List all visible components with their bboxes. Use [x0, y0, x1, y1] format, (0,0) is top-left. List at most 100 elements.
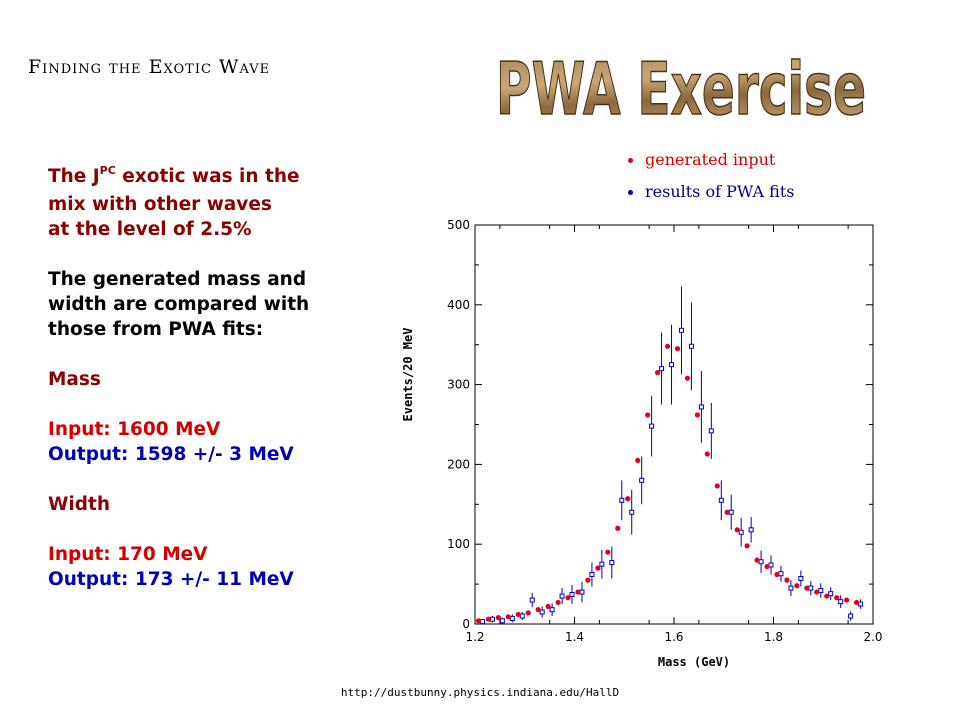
y-axis-label: Events/20 MeV	[401, 328, 415, 422]
text-block: The JPC exotic was in the mix with other…	[48, 158, 378, 592]
mass-input: Input: 1600 MeV	[48, 419, 221, 440]
x-tick-label: 2.0	[863, 630, 882, 644]
generated-point	[844, 597, 850, 603]
legend-item-generated: generated input	[628, 150, 794, 182]
generated-point	[724, 509, 730, 515]
slide-subtitle: Finding the Exotic Wave	[28, 56, 271, 78]
fit-point	[698, 404, 704, 410]
width-output: Output: 173 +/- 11 MeV	[48, 569, 294, 590]
fit-point	[798, 576, 804, 582]
generated-point	[824, 593, 830, 599]
fit-point	[718, 497, 724, 503]
mass-distribution-chart: 1.2 1.4 1.6 1.8 2.0 0 100 200 300 400 500 Mass (GeV…	[401, 218, 883, 669]
legend-item-fits: results of PWA fits	[628, 182, 794, 214]
fit-point	[519, 613, 525, 619]
fit-point	[509, 615, 515, 621]
y-tick-label: 500	[447, 218, 470, 232]
y-tick-label: 400	[447, 298, 470, 312]
fit-point	[529, 597, 535, 603]
fit-point	[768, 562, 774, 568]
pwa-exercise-banner: PWA Exercise	[495, 46, 867, 124]
y-tick-label: 200	[447, 457, 470, 471]
generated-point	[714, 483, 720, 489]
generated-point	[694, 412, 700, 418]
legend-marker-generated	[628, 158, 633, 163]
generated-point	[834, 595, 840, 601]
generated-point	[654, 370, 661, 376]
generated-point	[545, 603, 551, 610]
generated-point	[625, 496, 631, 502]
generated-point	[664, 343, 671, 349]
generated-point	[635, 457, 641, 464]
y-tick-label: 100	[447, 537, 470, 551]
generated-point	[784, 577, 790, 583]
fit-point	[499, 618, 505, 624]
intro-line-1: The JPC exotic was in the	[48, 164, 300, 187]
fit-point	[549, 607, 555, 613]
fit-point	[639, 477, 645, 483]
compare-line-2: width are compared with	[48, 294, 310, 315]
generated-point	[535, 607, 541, 613]
fit-point	[569, 591, 575, 597]
generated-point	[853, 599, 860, 606]
generated-point	[704, 451, 710, 457]
generated-point	[605, 549, 611, 555]
generated-point	[615, 525, 621, 531]
fit-point	[818, 587, 824, 593]
fit-point	[828, 591, 834, 597]
generated-point	[565, 595, 571, 601]
fit-point	[479, 619, 485, 625]
mass-heading: Mass	[48, 369, 101, 390]
generated-point	[744, 543, 750, 549]
generated-point	[645, 412, 651, 418]
intro-line-3: at the level of 2.5%	[48, 219, 252, 240]
fit-point	[778, 571, 784, 577]
generated-point	[595, 565, 601, 571]
fit-point	[788, 585, 794, 591]
fit-point	[858, 601, 864, 607]
generated-point	[575, 589, 581, 595]
x-tick-label: 1.4	[565, 630, 584, 644]
fit-point	[688, 343, 694, 349]
legend-label-generated: generated input	[645, 150, 776, 169]
fit-point	[629, 509, 635, 515]
banner-title: PWA Exercise	[496, 47, 866, 124]
fit-point	[848, 613, 854, 619]
width-heading: Width	[48, 494, 111, 515]
generated-point	[814, 589, 820, 595]
generated-point	[475, 618, 482, 624]
fit-point	[838, 599, 844, 605]
source-url: http://dustbunny.physics.indiana.edu/Hal…	[340, 686, 620, 699]
generated-point	[754, 557, 760, 563]
fit-point	[609, 560, 615, 566]
generated-point	[674, 346, 681, 352]
x-tick-label: 1.8	[764, 630, 783, 644]
generated-point	[804, 585, 810, 591]
intro-line-2: mix with other waves	[48, 194, 272, 215]
generated-point	[505, 614, 511, 620]
fit-point	[649, 423, 655, 429]
generated-point	[794, 583, 800, 589]
fit-point	[559, 593, 565, 599]
fit-point	[589, 572, 595, 578]
generated-point	[485, 616, 492, 622]
generated-point	[555, 599, 561, 606]
compare-line-1: The generated mass and	[48, 269, 307, 290]
fit-point	[748, 527, 754, 533]
fit-point	[678, 327, 684, 333]
x-tick-label: 1.6	[664, 630, 683, 644]
generated-point	[495, 615, 501, 621]
fit-point	[758, 559, 764, 565]
plot-frame	[474, 224, 874, 625]
generated-point	[764, 563, 770, 570]
y-tick-label: 300	[447, 378, 470, 392]
fit-point	[599, 561, 605, 567]
generated-point	[515, 611, 521, 618]
x-axis-label: Mass (GeV)	[658, 655, 730, 669]
fit-point	[659, 366, 665, 372]
mass-output: Output: 1598 +/- 3 MeV	[48, 444, 294, 465]
legend-marker-fits	[628, 190, 633, 195]
fit-point	[738, 529, 744, 535]
width-input: Input: 170 MeV	[48, 544, 208, 565]
chart-legend: generated input results of PWA fits	[628, 150, 794, 214]
